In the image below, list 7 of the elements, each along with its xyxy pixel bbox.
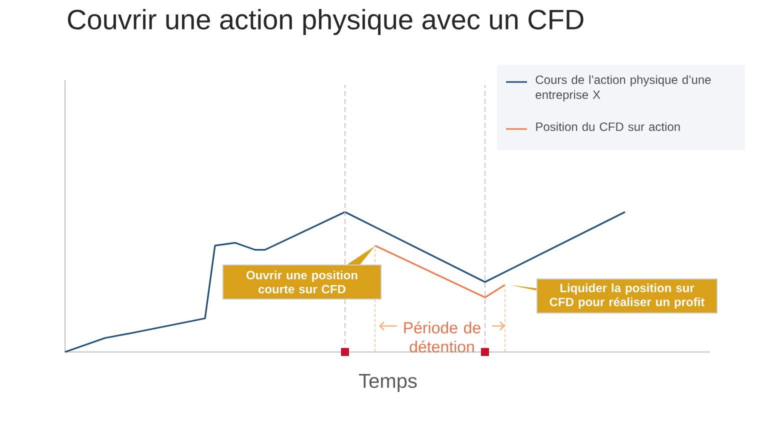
annotation: Ouvrir une position courte sur CFD — [246, 270, 358, 294]
x-axis-title: Temps — [359, 374, 417, 392]
legend-label: Position du CFD sur action — [536, 122, 680, 131]
legend-label: Cours de l’action physique d’une entreprise X — [536, 75, 711, 102]
annotation: Période de détention — [404, 322, 480, 352]
annotation: Liquider la position sur CFD pour réaliser un profit — [550, 283, 705, 309]
chart-title: Couvrir une action physique avec un CFD — [68, 8, 584, 36]
